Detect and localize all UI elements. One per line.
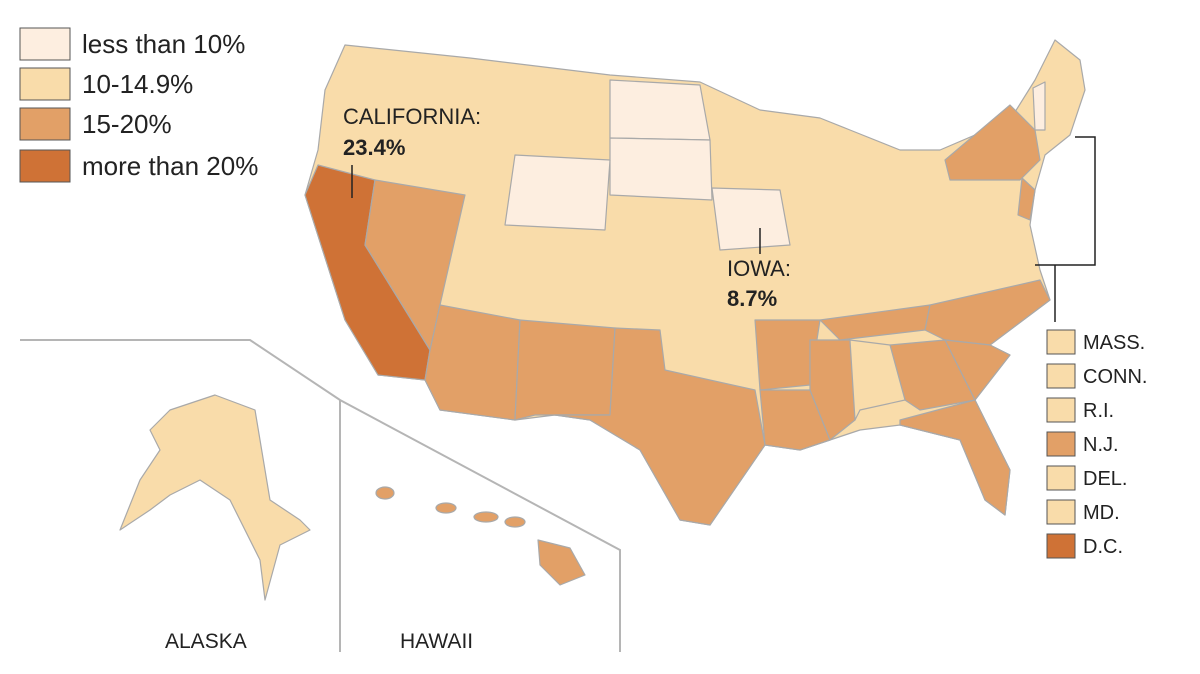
swatch (1046, 533, 1076, 559)
swatch (1046, 431, 1076, 457)
legend-label: more than 20% (82, 151, 258, 181)
south-carolina (944, 339, 1011, 401)
swatch (1046, 499, 1076, 525)
inset-label: ALASKA (165, 630, 247, 653)
new-jersey (1017, 177, 1036, 221)
annotation-name: CALIFORNIA: (343, 104, 481, 129)
alaska (119, 394, 311, 601)
legend-swatch (19, 149, 71, 183)
new-york (944, 104, 1041, 181)
annotation-name: IOWA: (727, 256, 791, 281)
hawaii (375, 486, 586, 586)
state-label: MASS. (1083, 332, 1145, 354)
north-dakota (609, 79, 711, 141)
annotation-value: 23.4% (343, 135, 405, 160)
texas (554, 327, 766, 526)
state-label: D.C. (1083, 536, 1123, 558)
iowa (711, 187, 791, 251)
vermont (1032, 81, 1046, 131)
bracket (1035, 136, 1096, 266)
inset-label: HAWAII (400, 630, 473, 653)
state-label: R.I. (1083, 400, 1114, 422)
swatch (1046, 465, 1076, 491)
state-label: CONN. (1083, 366, 1147, 388)
arizona (424, 304, 521, 421)
legend-swatch (19, 27, 71, 61)
legend-label: 10-14.9% (82, 69, 193, 99)
legend-label: 15-20% (82, 109, 172, 139)
legend-swatch (19, 107, 71, 141)
wyoming (504, 154, 611, 231)
annotation-value: 8.7% (727, 286, 777, 311)
florida (899, 399, 1011, 516)
south-dakota (609, 137, 713, 201)
alabama (849, 339, 906, 421)
state-label: MD. (1083, 502, 1120, 524)
new-mexico (514, 319, 616, 421)
legend-label: less than 10% (82, 29, 245, 59)
louisiana (759, 389, 831, 451)
state-label: N.J. (1083, 434, 1119, 456)
swatch (1046, 397, 1076, 423)
state-label: DEL. (1083, 468, 1127, 490)
legend-swatch (19, 67, 71, 101)
small-state-legend: MASS. CONN. R.I. N.J. DEL. MD. D.C. (1046, 329, 1147, 559)
swatch (1046, 329, 1076, 355)
swatch (1046, 363, 1076, 389)
